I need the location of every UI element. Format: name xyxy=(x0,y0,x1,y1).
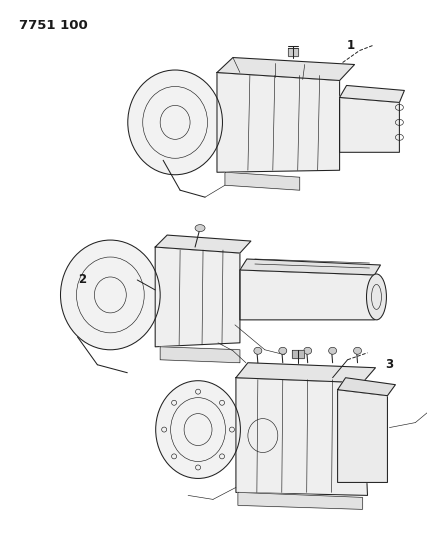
Ellipse shape xyxy=(254,348,262,354)
Ellipse shape xyxy=(195,224,205,232)
Ellipse shape xyxy=(279,348,287,354)
Polygon shape xyxy=(338,390,387,482)
Polygon shape xyxy=(236,378,368,495)
Polygon shape xyxy=(155,247,240,347)
Polygon shape xyxy=(338,378,395,395)
Polygon shape xyxy=(155,235,251,253)
Ellipse shape xyxy=(354,348,362,354)
Ellipse shape xyxy=(366,274,386,320)
Ellipse shape xyxy=(329,348,336,354)
Ellipse shape xyxy=(128,70,223,175)
Ellipse shape xyxy=(60,240,160,350)
Polygon shape xyxy=(236,363,375,383)
Polygon shape xyxy=(339,85,404,102)
Text: 3: 3 xyxy=(385,358,393,372)
Ellipse shape xyxy=(156,381,241,479)
Text: 1: 1 xyxy=(347,39,355,52)
Polygon shape xyxy=(217,58,354,80)
Ellipse shape xyxy=(304,348,312,354)
Polygon shape xyxy=(225,172,300,190)
Text: 7751 100: 7751 100 xyxy=(19,19,87,31)
Polygon shape xyxy=(292,350,304,358)
Polygon shape xyxy=(240,259,380,275)
Polygon shape xyxy=(217,72,339,172)
Polygon shape xyxy=(238,492,363,510)
Polygon shape xyxy=(240,270,374,320)
Polygon shape xyxy=(160,347,240,363)
Polygon shape xyxy=(339,98,399,152)
Polygon shape xyxy=(288,47,298,55)
Text: 2: 2 xyxy=(78,273,86,286)
